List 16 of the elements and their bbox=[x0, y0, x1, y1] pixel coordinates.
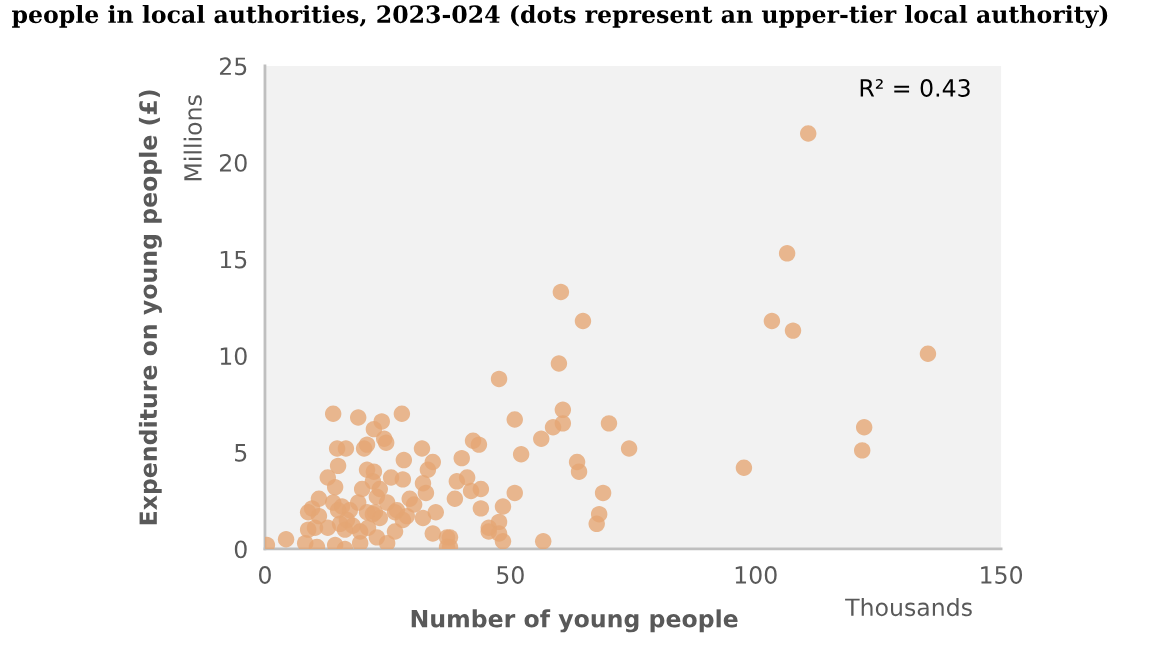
text: Millions bbox=[183, 95, 202, 181]
y-tick-label: 0 bbox=[234, 540, 247, 559]
x-axis-title: Number of young people bbox=[411, 609, 738, 633]
y-tick-label: 25 bbox=[219, 57, 247, 76]
annotation: R² = 0.43 bbox=[860, 79, 970, 97]
x-tick-label: 50 bbox=[497, 566, 524, 584]
y-tick-label: 20 bbox=[219, 153, 247, 172]
y-tick-label: 5 bbox=[235, 444, 247, 462]
y-axis-title: Expenditure on young people (£) bbox=[138, 90, 162, 525]
x-tick-label: 150 bbox=[981, 566, 1023, 584]
text: Thousands bbox=[845, 597, 972, 617]
y-tick-label: 15 bbox=[220, 250, 247, 269]
y-tick-label: 10 bbox=[220, 347, 247, 366]
x-tick-label: 0 bbox=[259, 566, 271, 584]
x-tick-label: 100 bbox=[735, 566, 777, 584]
chart-title: people in local authorities, 2023-024 (dots represent an upper-tier local authority) bbox=[12, 4, 1108, 29]
